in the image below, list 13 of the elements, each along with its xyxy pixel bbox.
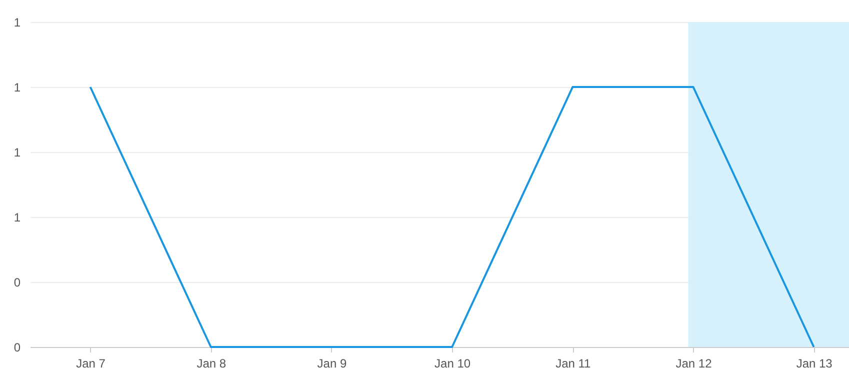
x-tick-label: Jan 7 <box>76 356 106 370</box>
x-tick-label: Jan 11 <box>556 356 592 370</box>
y-tick-label: 1 <box>14 80 21 94</box>
x-tick-label: Jan 9 <box>317 356 347 370</box>
y-tick-label: 1 <box>14 146 21 160</box>
x-tick-label: Jan 13 <box>796 356 833 370</box>
y-tick-label: 1 <box>14 16 21 30</box>
y-tick-label: 0 <box>14 276 21 290</box>
x-tick-label: Jan 10 <box>434 356 471 370</box>
y-tick-label: 1 <box>14 210 21 224</box>
y-tick-label: 0 <box>14 340 21 354</box>
x-tick-label: Jan 12 <box>676 356 712 370</box>
x-tick-label: Jan 8 <box>196 356 226 370</box>
